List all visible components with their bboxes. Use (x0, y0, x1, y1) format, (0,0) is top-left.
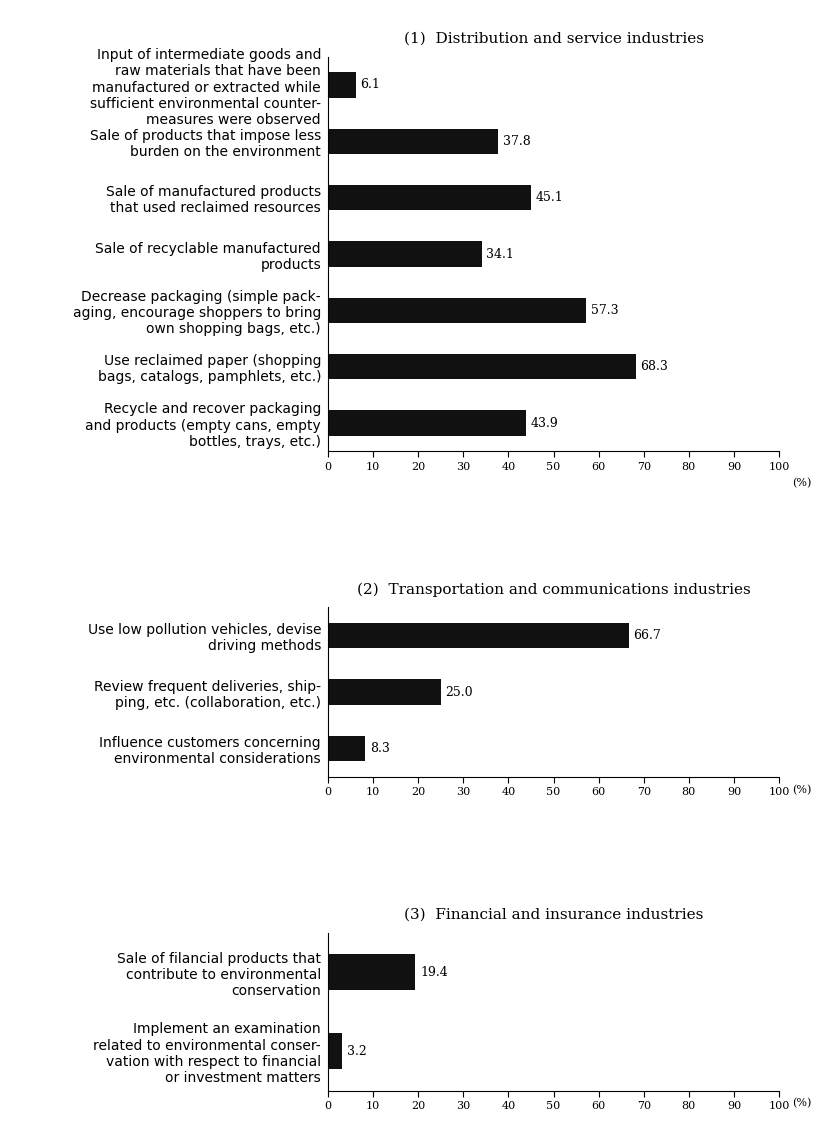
Text: 43.9: 43.9 (530, 417, 558, 429)
Text: (%): (%) (791, 477, 811, 488)
Text: 19.4: 19.4 (419, 966, 447, 979)
Bar (328, 623, 628, 649)
Bar (328, 241, 482, 267)
Bar (328, 1034, 342, 1069)
Bar (328, 185, 531, 210)
Text: (%): (%) (791, 785, 811, 795)
Text: 68.3: 68.3 (640, 360, 667, 374)
Text: 3.2: 3.2 (346, 1045, 366, 1058)
Text: 57.3: 57.3 (590, 303, 618, 317)
Text: 66.7: 66.7 (632, 629, 660, 642)
Text: 37.8: 37.8 (502, 135, 530, 148)
Text: (%): (%) (791, 1099, 811, 1109)
Bar (328, 354, 636, 379)
Bar (328, 679, 441, 704)
Bar (328, 736, 365, 761)
Bar (328, 410, 525, 436)
Title: (1)  Distribution and service industries: (1) Distribution and service industries (403, 32, 703, 45)
Bar (328, 73, 355, 98)
Title: (2)  Transportation and communications industries: (2) Transportation and communications in… (356, 583, 749, 596)
Text: 6.1: 6.1 (360, 78, 379, 92)
Text: 25.0: 25.0 (445, 685, 473, 699)
Bar (328, 128, 498, 154)
Text: 34.1: 34.1 (486, 248, 514, 260)
Bar (328, 954, 415, 989)
Text: 45.1: 45.1 (536, 191, 563, 204)
Text: 8.3: 8.3 (369, 742, 389, 754)
Bar (328, 298, 586, 323)
Title: (3)  Financial and insurance industries: (3) Financial and insurance industries (403, 908, 703, 922)
